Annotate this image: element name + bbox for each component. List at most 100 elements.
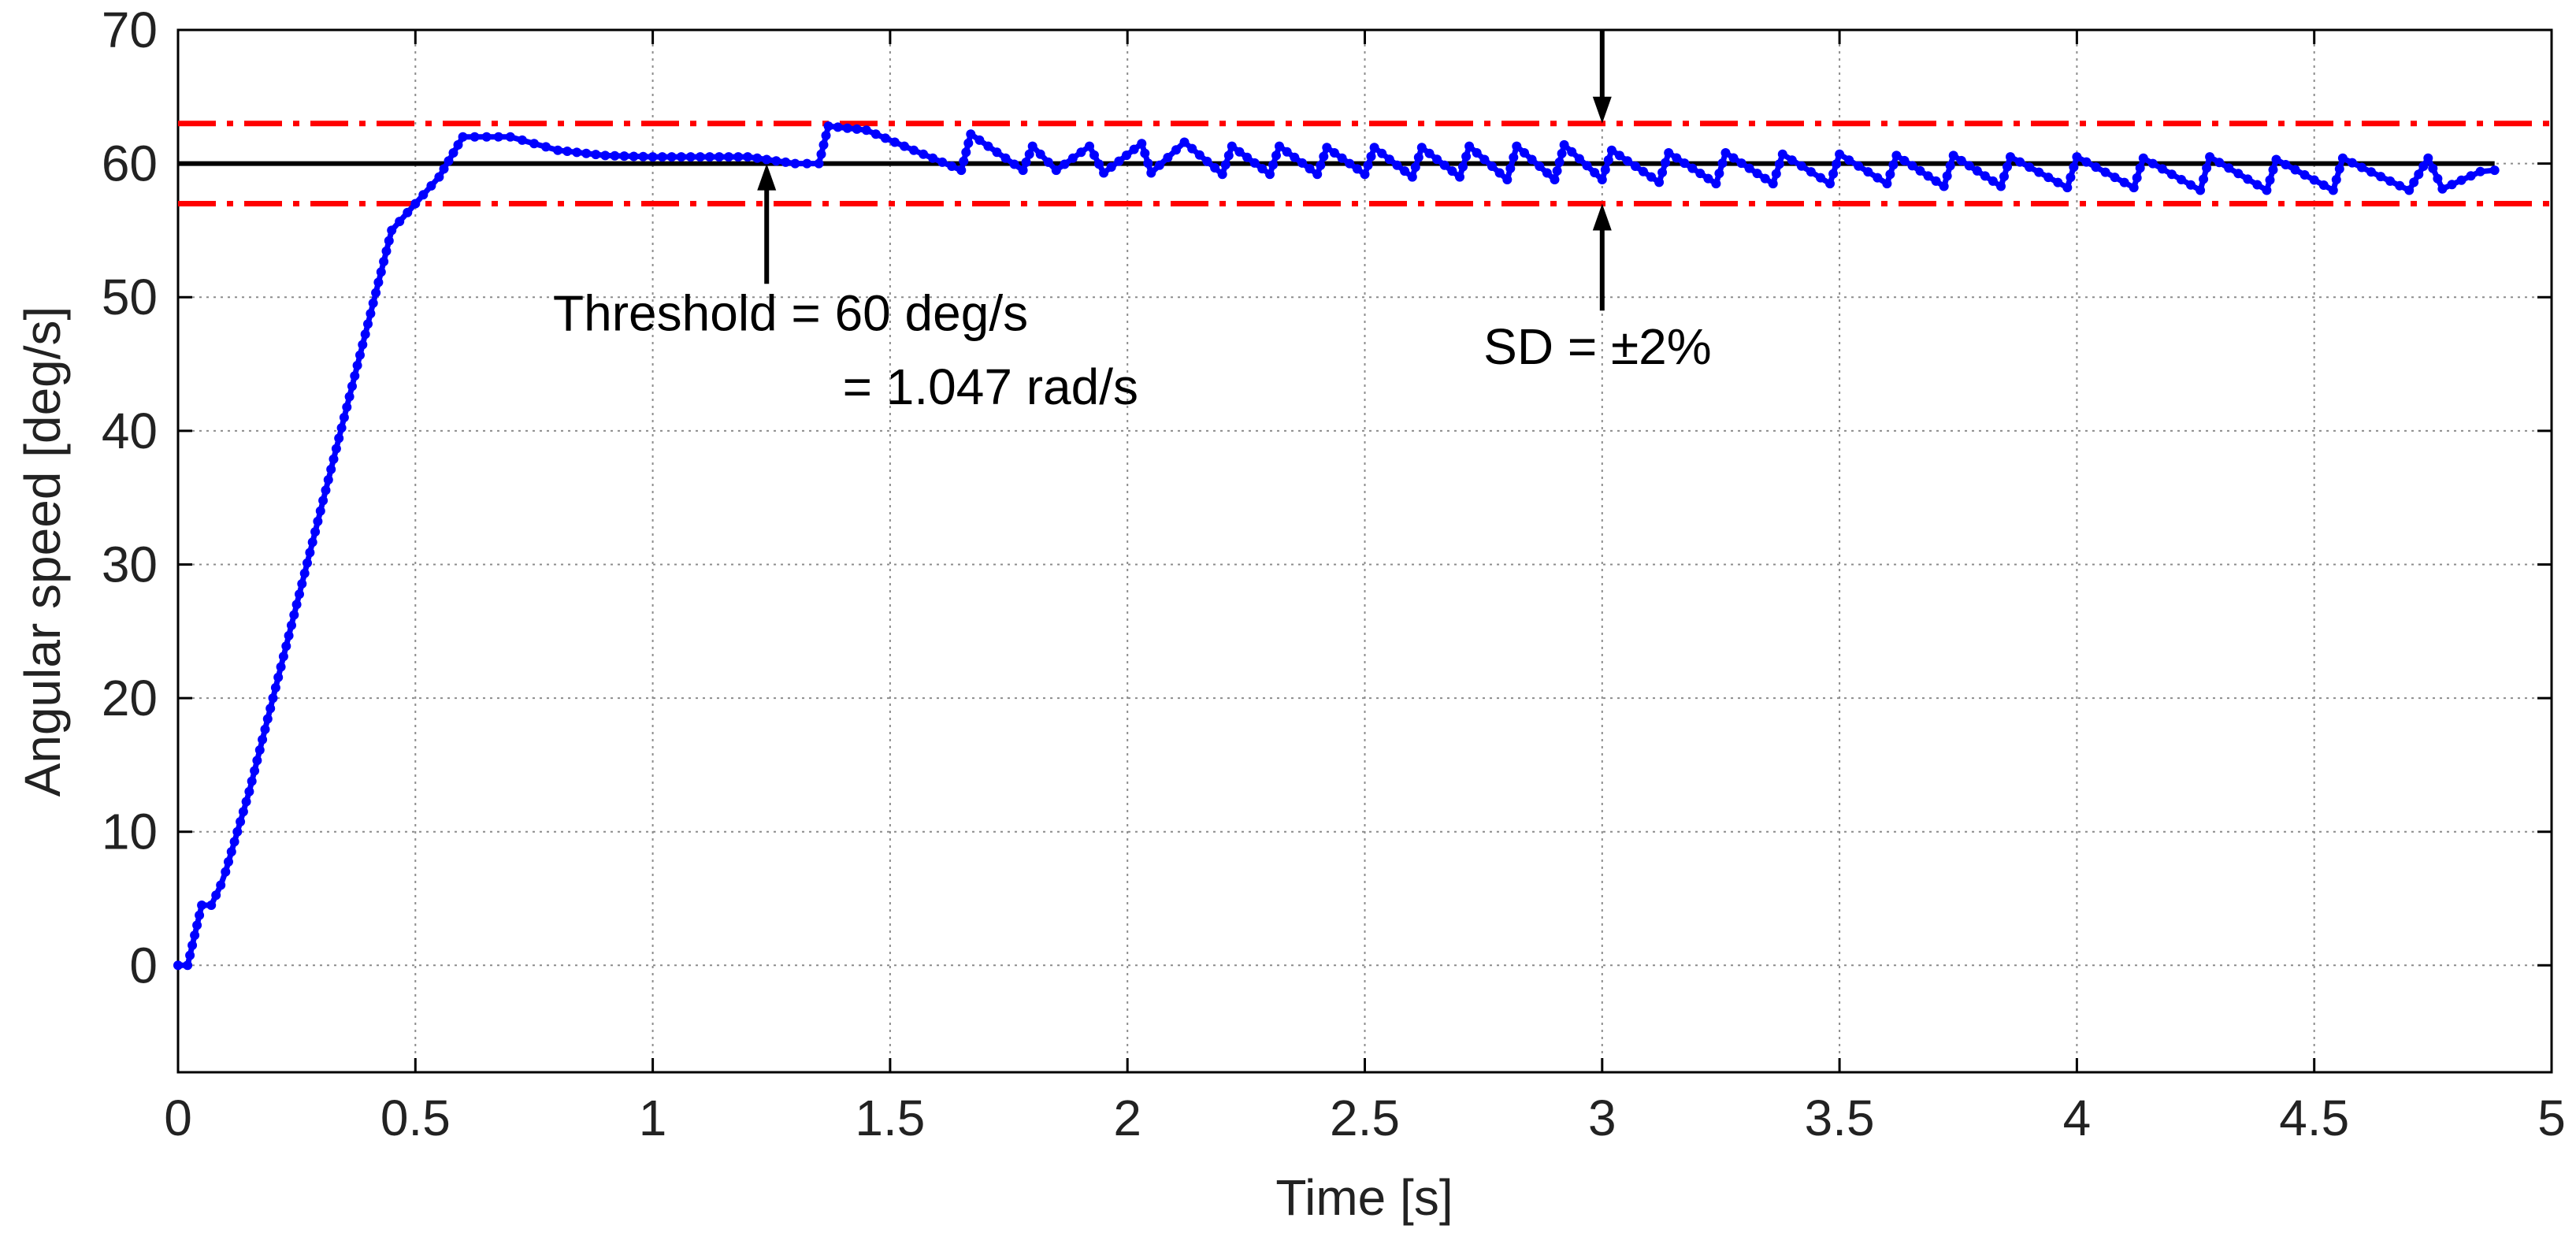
data-point: [1305, 164, 1315, 174]
data-point: [1835, 149, 1845, 159]
data-point: [1322, 143, 1332, 153]
data-point: [1360, 169, 1370, 180]
data-point: [1202, 156, 1212, 166]
data-point: [1672, 153, 1682, 163]
data-point: [1736, 158, 1746, 169]
data-point: [2376, 172, 2386, 182]
data-point: [1494, 168, 1505, 178]
data-point: [2466, 171, 2476, 181]
data-point: [1337, 153, 1347, 163]
data-point: [1554, 157, 1565, 167]
data-point: [1106, 162, 1116, 172]
data-point: [1366, 151, 1376, 162]
data-point: [889, 137, 900, 147]
data-point: [1720, 148, 1731, 158]
data-point: [190, 930, 200, 941]
data-point: [2147, 158, 2158, 169]
data-point: [1844, 155, 1854, 165]
x-tick-label: 3.5: [1805, 1090, 1875, 1146]
data-point: [1931, 176, 1941, 186]
data-point: [2025, 162, 2035, 173]
data-point: [1891, 150, 1902, 161]
data-point: [1527, 154, 1537, 165]
data-point: [2186, 180, 2196, 190]
data-point: [1257, 164, 1268, 174]
data-point: [1472, 148, 1482, 158]
data-point: [1559, 139, 1569, 150]
data-point: [2428, 163, 2438, 173]
data-point: [326, 464, 336, 474]
data-point: [1774, 159, 1784, 169]
data-point: [937, 157, 948, 167]
x-tick-label: 0: [164, 1090, 192, 1146]
data-point: [2433, 173, 2443, 184]
data-point: [1996, 181, 2006, 191]
data-point: [339, 412, 349, 422]
data-point: [192, 920, 202, 930]
data-point: [1249, 158, 1260, 168]
data-point: [1410, 162, 1420, 173]
x-tick-label: 0.5: [380, 1090, 451, 1146]
data-point: [966, 129, 976, 139]
y-tick-label: 40: [102, 403, 158, 459]
data-point: [1654, 177, 1665, 188]
data-point: [1220, 160, 1230, 170]
data-point: [2091, 162, 2101, 173]
data-point: [2110, 173, 2120, 183]
data-point: [1828, 169, 1839, 179]
data-point: [961, 147, 971, 158]
data-point: [1439, 160, 1449, 170]
data-point: [1377, 148, 1387, 158]
data-point: [900, 141, 909, 151]
data-point: [814, 158, 824, 169]
data-point: [919, 149, 929, 159]
data-point: [1265, 169, 1275, 180]
data-point: [1275, 141, 1284, 151]
data-point: [418, 190, 429, 200]
data-point: [1832, 159, 1842, 169]
data-point: [1171, 145, 1181, 155]
data-point: [1027, 141, 1037, 151]
data-point: [1664, 148, 1674, 158]
data-point: [2233, 169, 2244, 179]
x-tick-label: 4.5: [2279, 1090, 2349, 1146]
data-point: [1363, 160, 1373, 170]
x-axis-label: Time [s]: [1275, 1169, 1453, 1226]
data-point: [648, 152, 658, 162]
data-point: [244, 786, 254, 797]
data-point: [752, 153, 763, 163]
data-point: [2437, 184, 2448, 194]
data-point: [276, 662, 286, 672]
sd-lower-arrow-head: [1592, 203, 1612, 231]
data-point: [360, 329, 370, 340]
annotations: Threshold = 60 deg/s = 1.047 rad/s SD = ±2…: [553, 285, 1712, 415]
data-point: [1907, 161, 1917, 171]
data-point: [963, 138, 974, 148]
data-point: [821, 131, 831, 140]
data-point: [1687, 163, 1698, 173]
data-point: [1574, 154, 1584, 164]
data-point: [1458, 162, 1468, 172]
data-point: [434, 172, 444, 182]
data-point: [1455, 172, 1464, 182]
data-point: [303, 558, 312, 568]
data-point: [1771, 169, 1781, 179]
data-point: [529, 139, 539, 149]
data-point: [2015, 157, 2025, 167]
data-point: [368, 298, 378, 308]
data-point: [384, 236, 394, 246]
data-point: [1223, 150, 1234, 161]
data-point: [287, 620, 296, 630]
data-point: [410, 199, 421, 209]
data-point: [238, 807, 248, 817]
data-point: [1268, 160, 1278, 170]
data-point: [224, 856, 233, 867]
data-point: [1479, 154, 1490, 165]
data-point: [1550, 175, 1560, 184]
data-point: [1777, 149, 1787, 159]
data-point: [1557, 148, 1567, 158]
data-point: [1711, 179, 1721, 189]
data-point: [1018, 165, 1028, 176]
data-point: [1787, 155, 1797, 165]
data-point: [1242, 152, 1253, 162]
